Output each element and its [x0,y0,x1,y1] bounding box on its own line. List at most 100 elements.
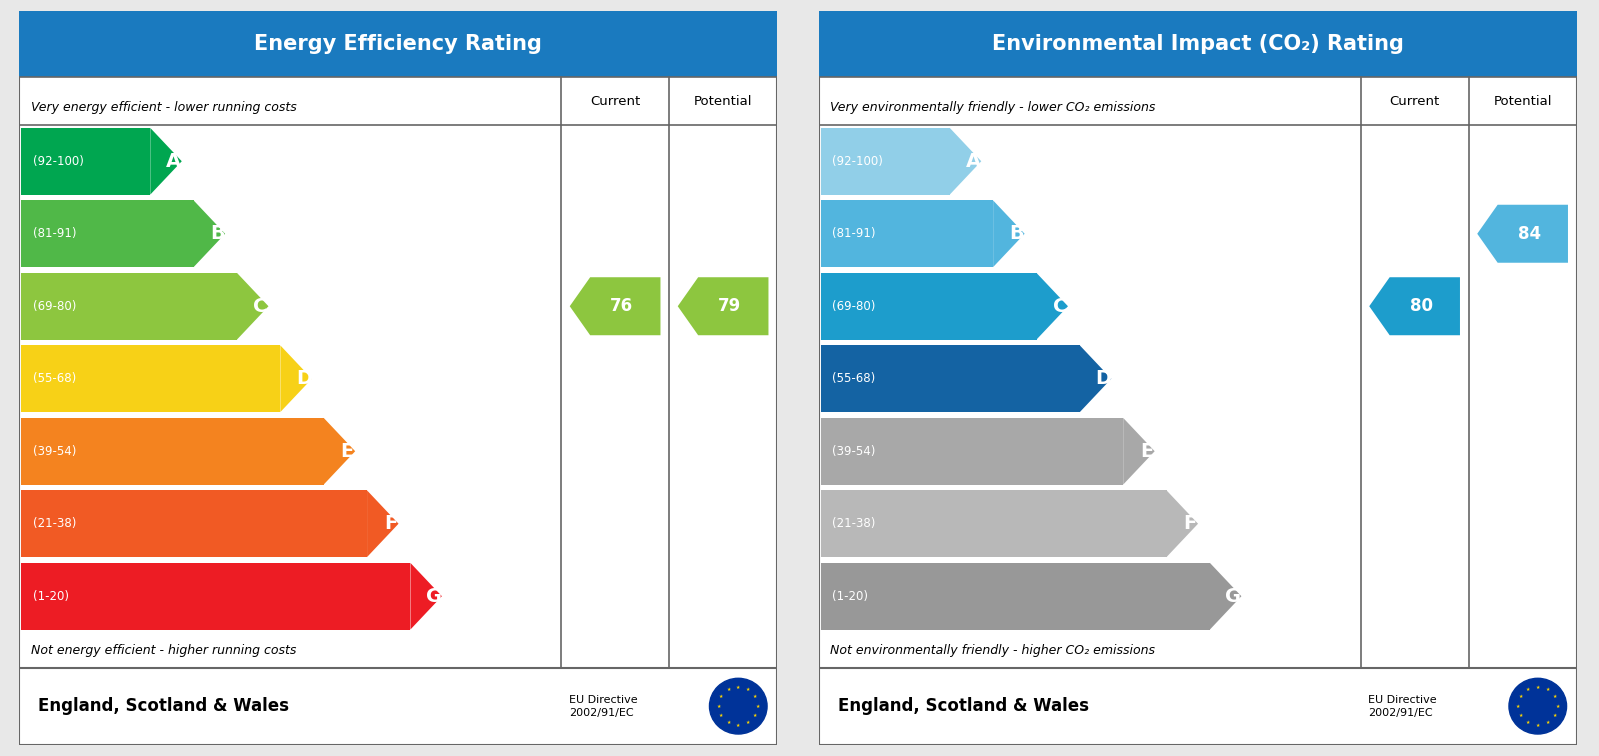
Circle shape [1509,678,1567,734]
Text: ★: ★ [1546,720,1549,725]
Text: 80: 80 [1410,297,1433,315]
Text: Very environmentally friendly - lower CO₂ emissions: Very environmentally friendly - lower CO… [830,101,1156,114]
Polygon shape [411,563,441,630]
Text: ★: ★ [1553,694,1557,699]
Bar [819,11,1577,77]
Bar [820,418,1122,485]
Polygon shape [678,277,769,335]
Text: ★: ★ [753,713,758,718]
Text: ★: ★ [1525,720,1530,725]
Polygon shape [1210,563,1241,630]
Polygon shape [1036,273,1068,339]
Text: ★: ★ [716,704,721,708]
Text: Potential: Potential [694,94,753,107]
Text: D: D [296,369,312,389]
Text: Energy Efficiency Rating: Energy Efficiency Rating [254,34,542,54]
Polygon shape [237,273,269,339]
Text: ★: ★ [1535,723,1540,728]
Text: (1-20): (1-20) [34,590,69,603]
Bar [820,128,950,194]
Text: (81-91): (81-91) [833,228,876,240]
Text: England, Scotland & Wales: England, Scotland & Wales [838,697,1089,715]
Polygon shape [193,200,225,267]
Polygon shape [368,491,398,557]
Bar [21,273,237,339]
Text: ★: ★ [753,694,758,699]
Text: Current: Current [590,94,640,107]
Text: (92-100): (92-100) [34,155,83,168]
Text: ★: ★ [720,694,723,699]
Bar [820,491,1167,557]
Text: 79: 79 [718,297,742,315]
Bar [21,563,411,630]
Polygon shape [1167,491,1198,557]
Polygon shape [1477,205,1569,263]
Text: ★: ★ [726,720,731,725]
Text: C: C [1052,297,1067,316]
Text: (81-91): (81-91) [34,228,77,240]
Text: ★: ★ [736,685,740,689]
Text: G: G [1225,587,1241,606]
Bar [21,345,280,412]
Polygon shape [993,200,1025,267]
Text: Not energy efficient - higher running costs: Not energy efficient - higher running co… [30,643,296,656]
Bar [21,200,193,267]
Text: England, Scotland & Wales: England, Scotland & Wales [38,697,289,715]
Text: ★: ★ [726,687,731,692]
Text: (92-100): (92-100) [833,155,883,168]
Text: C: C [253,297,267,316]
Text: (21-38): (21-38) [34,517,77,530]
Text: G: G [425,587,441,606]
Text: EU Directive
2002/91/EC: EU Directive 2002/91/EC [1369,695,1438,717]
Text: (55-68): (55-68) [833,372,876,386]
Text: ★: ★ [1556,704,1559,708]
Text: Very energy efficient - lower running costs: Very energy efficient - lower running co… [30,101,296,114]
Text: ★: ★ [747,720,750,725]
Polygon shape [569,277,660,335]
Text: ★: ★ [720,713,723,718]
Text: E: E [341,442,353,460]
Bar [820,563,1210,630]
Polygon shape [323,418,355,485]
Text: B: B [209,225,224,243]
Text: (21-38): (21-38) [833,517,876,530]
Text: ★: ★ [1519,713,1522,718]
Text: Environmental Impact (CO₂) Rating: Environmental Impact (CO₂) Rating [991,34,1404,54]
Text: (39-54): (39-54) [34,445,77,457]
Text: 76: 76 [611,297,633,315]
Polygon shape [1122,418,1154,485]
Bar [820,273,1036,339]
Circle shape [710,678,768,734]
Text: Current: Current [1390,94,1439,107]
Text: ★: ★ [736,723,740,728]
Text: (1-20): (1-20) [833,590,868,603]
Text: (55-68): (55-68) [34,372,77,386]
Text: A: A [966,152,980,171]
Bar [820,345,1079,412]
Text: ★: ★ [1519,694,1522,699]
Text: EU Directive
2002/91/EC: EU Directive 2002/91/EC [569,695,638,717]
Text: (69-80): (69-80) [833,299,876,313]
Text: ★: ★ [1553,713,1557,718]
Text: E: E [1140,442,1153,460]
Text: ★: ★ [1525,687,1530,692]
Text: Not environmentally friendly - higher CO₂ emissions: Not environmentally friendly - higher CO… [830,643,1154,656]
Bar [21,491,368,557]
Text: ★: ★ [1546,687,1549,692]
Bar [21,418,323,485]
Text: ★: ★ [1516,704,1521,708]
Polygon shape [1079,345,1111,412]
Text: ★: ★ [747,687,750,692]
Polygon shape [1369,277,1460,335]
Bar [19,11,777,77]
Text: ★: ★ [756,704,760,708]
Text: Potential: Potential [1493,94,1553,107]
Text: (39-54): (39-54) [833,445,876,457]
Text: F: F [384,514,397,533]
Text: (69-80): (69-80) [34,299,77,313]
Polygon shape [150,128,182,194]
Text: A: A [166,152,181,171]
Text: 84: 84 [1517,225,1541,243]
Bar [21,128,150,194]
Polygon shape [280,345,312,412]
